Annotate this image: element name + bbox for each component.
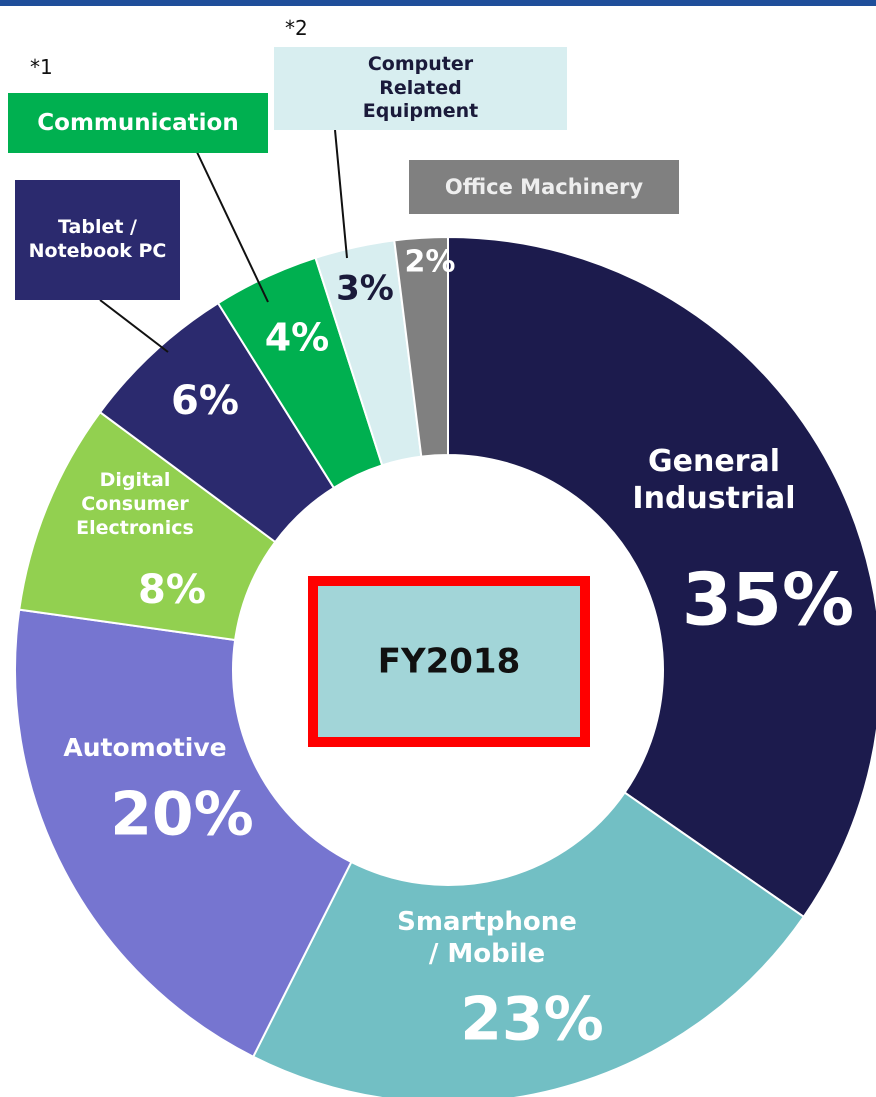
value-label: 3% (336, 269, 394, 309)
top-bar (0, 0, 876, 6)
slice (393, 235, 449, 458)
value-label: 6% (171, 378, 239, 424)
annotation: *1 (30, 55, 53, 79)
leader-line (195, 149, 269, 303)
category-label: Tablet / Notebook PC (15, 180, 180, 300)
value-label: 35% (682, 558, 854, 642)
center-box (308, 576, 590, 747)
category-label: Automotive (63, 732, 227, 762)
value-label: 8% (138, 567, 206, 613)
category-label: Smartphone / Mobile (397, 906, 577, 970)
value-label: 4% (265, 316, 330, 360)
annotation: *2 (285, 16, 308, 40)
value-label: 23% (460, 985, 604, 1055)
category-label: Computer Related Equipment (274, 47, 567, 130)
slice (14, 608, 353, 1059)
category-label: General Industrial (632, 443, 796, 517)
value-label: 2% (405, 245, 456, 280)
value-label: 20% (110, 780, 254, 850)
leader-line (334, 129, 348, 259)
leader-line (99, 299, 169, 353)
category-label: Communication (8, 93, 268, 153)
slice (447, 235, 876, 919)
center-label: FY2018 (378, 642, 520, 682)
category-label: Office Machinery (409, 160, 679, 214)
slices (14, 235, 876, 1097)
slice (251, 791, 806, 1097)
category-label: Digital Consumer Electronics (76, 469, 194, 539)
